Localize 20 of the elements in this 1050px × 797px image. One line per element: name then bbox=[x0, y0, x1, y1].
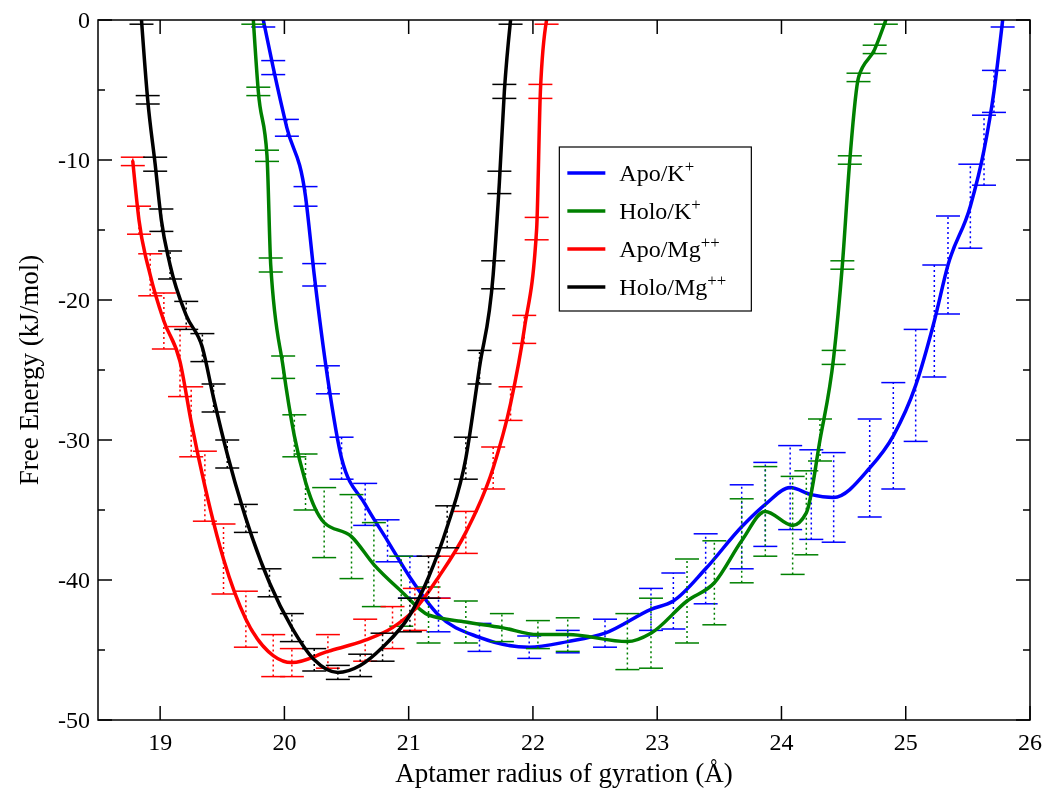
y-tick-label: -30 bbox=[58, 427, 90, 453]
legend-label: Apo/K$^{+}$ bbox=[619, 156, 695, 186]
legend-label: Apo/Mg$^{++}$ bbox=[619, 232, 720, 262]
legend-label: Holo/Mg$^{++}$ bbox=[619, 270, 727, 300]
y-tick-label: -50 bbox=[58, 707, 90, 733]
x-tick-label: 22 bbox=[520, 729, 545, 755]
x-tick-label: 19 bbox=[148, 729, 173, 755]
x-axis-title: Aptamer radius of gyration (Å) bbox=[395, 758, 733, 788]
x-tick-label: 26 bbox=[1018, 729, 1042, 755]
y-tick-label: 0 bbox=[78, 7, 90, 33]
y-tick-label: -40 bbox=[58, 567, 90, 593]
x-tick-label: 25 bbox=[893, 729, 918, 755]
y-axis-title: Free Energy (kJ/mol) bbox=[14, 254, 44, 486]
y-tick-label: -10 bbox=[58, 147, 90, 173]
x-tick-label: 20 bbox=[272, 729, 297, 755]
x-tick-label: 23 bbox=[645, 729, 670, 755]
y-tick-label: -20 bbox=[58, 287, 90, 313]
legend-label: Holo/K$^{+}$ bbox=[619, 194, 701, 224]
x-tick-label: 24 bbox=[769, 729, 794, 755]
x-tick-label: 21 bbox=[396, 729, 421, 755]
